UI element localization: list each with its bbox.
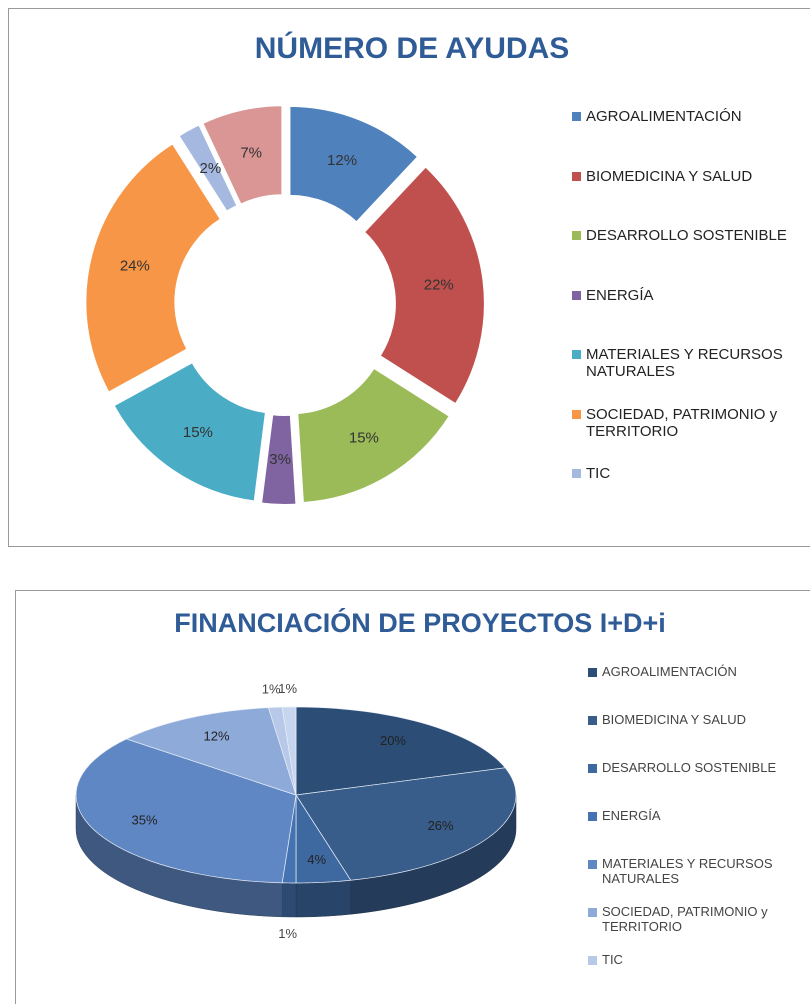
legend-swatch bbox=[572, 409, 581, 419]
legend-swatch bbox=[572, 469, 581, 478]
legend-swatch bbox=[588, 956, 597, 965]
legend-item: DESARROLLO SOSTENIBLE bbox=[572, 227, 805, 244]
chart-frame bbox=[8, 8, 810, 547]
doughnut-slice bbox=[201, 104, 284, 206]
doughnut-slice bbox=[259, 413, 298, 506]
legend-item: DESARROLLO SOSTENIBLE bbox=[588, 760, 805, 775]
legend-item: TIC bbox=[588, 952, 805, 967]
legend-label: TIC bbox=[602, 952, 623, 967]
legend-label: AGROALIMENTACIÓN bbox=[602, 664, 737, 679]
legend-swatch bbox=[588, 716, 597, 725]
legend-item: TIC bbox=[572, 465, 805, 482]
pie-slice bbox=[267, 706, 297, 796]
legend-label: BIOMEDICINA Y SALUD bbox=[586, 167, 753, 185]
legend-swatch bbox=[588, 860, 597, 869]
legend-swatch bbox=[588, 668, 597, 677]
doughnut-slice bbox=[177, 123, 239, 214]
legend-item: BIOMEDICINA Y SALUD bbox=[588, 712, 805, 727]
data-label: 12% bbox=[203, 729, 229, 744]
data-label: 2% bbox=[199, 160, 221, 177]
data-label: 24% bbox=[120, 257, 150, 274]
legend-item: ENERGÍA bbox=[588, 808, 805, 823]
legend-label: ENERGÍA bbox=[602, 808, 661, 823]
doughnut-slice bbox=[112, 360, 268, 503]
doughnut-slice bbox=[84, 141, 223, 394]
legend-item: BIOMEDICINA Y SALUD bbox=[572, 168, 805, 185]
data-label: 1% bbox=[262, 681, 281, 696]
legend-item: SOCIEDAD, PATRIMONIO y TERRITORIO bbox=[588, 904, 805, 934]
legend-label: SOCIEDAD, PATRIMONIO y TERRITORIO bbox=[586, 405, 778, 440]
legend-swatch bbox=[572, 171, 581, 181]
data-label: 3% bbox=[269, 451, 291, 468]
legend-label: SOCIEDAD, PATRIMONIO y TERRITORIO bbox=[602, 904, 768, 934]
legend-item: MATERIALES Y RECURSOS NATURALES bbox=[588, 856, 805, 886]
chart-title: FINANCIACIÓN DE PROYECTOS I+D+i bbox=[174, 607, 666, 638]
legend-label: DESARROLLO SOSTENIBLE bbox=[586, 227, 787, 244]
data-label: 7% bbox=[240, 145, 262, 162]
pie-slice bbox=[281, 706, 297, 796]
legend-label: DESARROLLO SOSTENIBLE bbox=[602, 760, 777, 775]
data-label: 1% bbox=[278, 681, 297, 696]
data-label: 26% bbox=[428, 818, 454, 833]
legend-label: MATERIALES Y RECURSOS NATURALES bbox=[602, 856, 773, 886]
data-label: 22% bbox=[424, 277, 454, 294]
data-label: 15% bbox=[183, 424, 213, 441]
pie-slice bbox=[125, 707, 297, 796]
legend-item: MATERIALES Y RECURSOS NATURALES bbox=[572, 346, 805, 380]
legend-swatch bbox=[572, 290, 581, 300]
legend-label: AGROALIMENTACIÓN bbox=[586, 108, 742, 125]
legend-swatch bbox=[588, 764, 597, 773]
doughnut-slice bbox=[362, 165, 486, 406]
chart-frame bbox=[15, 590, 810, 1004]
legend-label: TIC bbox=[586, 465, 611, 482]
legend-swatch bbox=[572, 350, 581, 359]
data-label: 35% bbox=[132, 813, 158, 828]
legend-item: ENERGÍA bbox=[572, 287, 805, 304]
legend-item: AGROALIMENTACIÓN bbox=[572, 108, 805, 125]
pie-side bbox=[281, 882, 297, 918]
pie-side bbox=[295, 879, 351, 918]
doughnut-slice bbox=[296, 366, 452, 505]
chart-title: NÚMERO DE AYUDAS bbox=[255, 31, 570, 65]
legend-item: SOCIEDAD, PATRIMONIO y TERRITORIO bbox=[572, 406, 805, 440]
data-label: 20% bbox=[380, 733, 406, 748]
doughnut-slice bbox=[288, 104, 420, 224]
pie-slice bbox=[295, 767, 517, 881]
legend-label: ENERGÍA bbox=[586, 286, 654, 304]
pie-slice bbox=[295, 706, 506, 796]
legend-label: BIOMEDICINA Y SALUD bbox=[602, 712, 747, 727]
data-label: 4% bbox=[307, 852, 326, 867]
pie-slice bbox=[295, 793, 352, 884]
data-label: 1% bbox=[278, 926, 297, 941]
legend-swatch bbox=[572, 112, 581, 121]
data-label: 15% bbox=[349, 429, 379, 446]
legend-swatch bbox=[588, 812, 597, 821]
legend-item: AGROALIMENTACIÓN bbox=[588, 664, 805, 679]
legend-label: MATERIALES Y RECURSOS NATURALES bbox=[586, 346, 783, 380]
legend-swatch bbox=[572, 231, 581, 240]
data-label: 12% bbox=[327, 152, 357, 169]
pie-slice bbox=[75, 738, 297, 884]
legend-swatch bbox=[588, 908, 597, 917]
